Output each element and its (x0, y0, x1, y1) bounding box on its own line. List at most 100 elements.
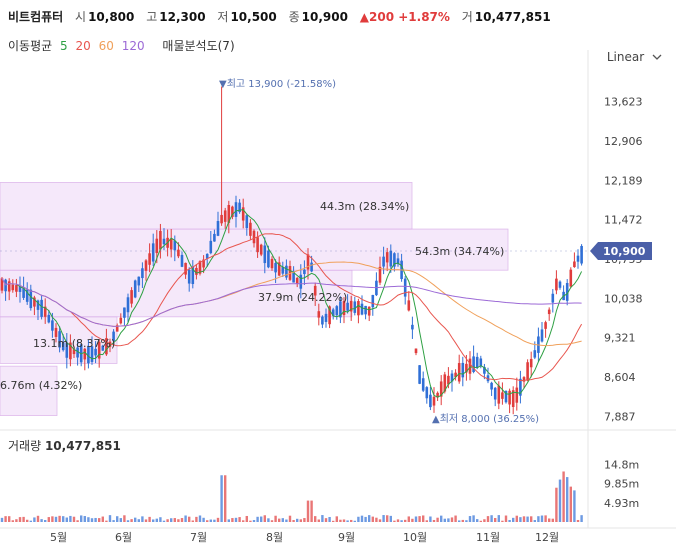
price-header: 비트컴퓨터 시 10,800 고 12,300 저 10,500 종 10,900 ▲2… (8, 8, 559, 25)
candle (72, 345, 76, 358)
candle (504, 390, 508, 404)
candle-body (465, 363, 468, 373)
candle-body (310, 262, 313, 272)
candle (357, 298, 360, 324)
candle-body (450, 373, 454, 382)
volume-bar (396, 519, 400, 522)
volume-bar (306, 500, 310, 522)
candle-body (15, 285, 18, 292)
volume-bar (296, 518, 299, 522)
candle-body (576, 255, 580, 262)
volume-bar (443, 518, 446, 522)
volume-bar (436, 517, 439, 522)
volume-profile-label: 6.76m (4.32%) (0, 379, 82, 392)
candle-body (231, 206, 234, 217)
candle (493, 386, 497, 407)
candle (511, 386, 515, 415)
volume-bar (213, 519, 216, 522)
volume-bar (285, 519, 288, 522)
candle-body (421, 378, 425, 391)
volume-bar (216, 517, 220, 522)
candle (421, 371, 425, 392)
candle (486, 367, 490, 384)
candle-body (335, 306, 339, 316)
candle-body (274, 262, 277, 273)
close-label: 종 (288, 10, 300, 24)
analysis-toggle[interactable]: 매물분석도(7) (162, 39, 235, 53)
volume-bar (400, 520, 403, 522)
candle-body (317, 311, 321, 318)
volume-bar (224, 475, 227, 522)
candle (126, 293, 130, 323)
candle-body (133, 280, 137, 298)
volume-bar (173, 518, 176, 522)
volume-profile-label: 44.3m (28.34%) (320, 200, 409, 213)
candle (97, 339, 101, 368)
candle-body (61, 342, 65, 351)
y-tick-label: 10,038 (604, 292, 643, 305)
scale-mode-dropdown[interactable]: Linear (607, 50, 662, 64)
candle-body (101, 345, 105, 351)
volume-bar (490, 515, 493, 522)
candle (317, 303, 321, 326)
candle-body (270, 258, 274, 269)
candle-body (364, 305, 367, 315)
volume-bar (519, 517, 522, 522)
candle (418, 365, 421, 385)
x-tick-label: 6월 (115, 531, 132, 544)
candle-body (252, 230, 256, 244)
candle (87, 340, 90, 369)
candle-body (425, 387, 429, 399)
volume-bar (198, 515, 202, 522)
volume-bar (414, 516, 418, 522)
candle-body (4, 279, 7, 292)
volume-bars (0, 471, 583, 522)
candle (25, 282, 29, 305)
volume-bar (540, 515, 544, 522)
x-tick-label: 5월 (50, 531, 67, 544)
volume-bar (335, 516, 338, 522)
candle-body (306, 254, 310, 270)
volume-bar (162, 520, 166, 522)
candle-body (65, 342, 69, 358)
volume-bar (8, 516, 11, 522)
volume-bar (378, 519, 382, 522)
volume-bar (263, 515, 266, 522)
candle (11, 279, 15, 293)
scale-mode-label: Linear (606, 50, 645, 64)
candle (223, 207, 227, 229)
candle-body (281, 266, 285, 274)
volume-bar (371, 516, 374, 522)
candle-body (72, 349, 76, 355)
volume-bar (220, 475, 223, 522)
candle-body (573, 261, 576, 268)
candle (191, 260, 195, 289)
volume-profile-bar (0, 182, 413, 230)
volume-bar (270, 520, 274, 522)
candle-body (565, 282, 569, 301)
candle (544, 320, 547, 338)
candle-body (209, 240, 213, 254)
candle-body (371, 294, 375, 308)
candle (18, 276, 22, 303)
candle-body (90, 346, 94, 362)
candle (119, 313, 123, 325)
volume-bar (404, 519, 407, 522)
candle-body (112, 331, 115, 342)
candle-body (115, 325, 119, 332)
volume-bar (36, 515, 40, 522)
candle-body (40, 299, 43, 317)
candle (306, 248, 310, 280)
volume-bar (555, 487, 558, 522)
volume-bar (105, 520, 108, 522)
candle-body (205, 253, 209, 259)
candle-body (69, 342, 72, 360)
candle-body (76, 347, 79, 358)
candle (342, 297, 346, 324)
candle (162, 228, 166, 251)
candle (508, 388, 511, 414)
volume-bar (152, 519, 155, 522)
candle (180, 251, 184, 268)
volume-bar (40, 519, 43, 522)
